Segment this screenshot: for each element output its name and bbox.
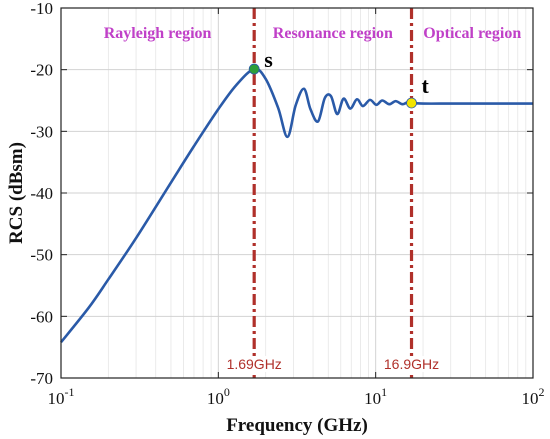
x-tick-exponent: 0 bbox=[224, 385, 230, 399]
x-tick-base: 10 bbox=[48, 389, 65, 408]
point-marker-t bbox=[406, 97, 417, 109]
y-axis-title: RCS (dBsm) bbox=[6, 142, 27, 244]
x-tick-exponent: -1 bbox=[65, 385, 75, 399]
y-tick-label: -30 bbox=[30, 122, 53, 141]
y-tick-label: -10 bbox=[30, 0, 53, 18]
region-label-1: Resonance region bbox=[273, 25, 393, 42]
y-tick-label: -40 bbox=[30, 184, 53, 203]
x-axis-title: Frequency (GHz) bbox=[226, 415, 368, 436]
x-tick-base: 10 bbox=[207, 389, 224, 408]
y-tick-label: -50 bbox=[30, 246, 53, 265]
x-tick-label: 101 bbox=[364, 385, 387, 408]
x-tick-exponent: 1 bbox=[381, 385, 387, 399]
boundary-label-0: 1.69GHz bbox=[227, 356, 282, 372]
point-label-t: t bbox=[422, 73, 430, 98]
x-tick-label: 10-1 bbox=[48, 385, 75, 408]
x-tick-base: 10 bbox=[364, 389, 381, 408]
point-marker-s bbox=[248, 63, 260, 75]
x-tick-exponent: 2 bbox=[539, 385, 545, 399]
point-label-s: s bbox=[264, 47, 273, 72]
region-label-0: Rayleigh region bbox=[104, 25, 212, 42]
boundary-label-1: 16.9GHz bbox=[384, 356, 439, 372]
boundary-label-halo bbox=[224, 356, 284, 372]
region-label-2: Optical region bbox=[423, 25, 521, 42]
boundary-label-halo bbox=[381, 356, 442, 372]
x-tick-label: 100 bbox=[207, 385, 230, 408]
x-tick-base: 10 bbox=[522, 389, 539, 408]
y-tick-label: -70 bbox=[30, 369, 53, 388]
x-tick-label: 102 bbox=[522, 385, 545, 408]
y-tick-label: -20 bbox=[30, 61, 53, 80]
series-line-0 bbox=[59, 67, 533, 344]
y-tick-label: -60 bbox=[30, 307, 53, 326]
